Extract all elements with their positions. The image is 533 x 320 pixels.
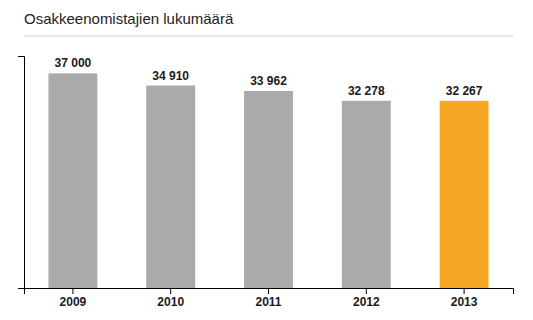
x-tick-label: 2011 (255, 295, 281, 309)
x-tick-mark (366, 288, 367, 294)
x-tick: 2010 (157, 288, 184, 309)
x-tick-mark (170, 288, 171, 294)
bar (342, 101, 391, 288)
x-tick: 2012 (353, 288, 380, 309)
title-rule (24, 36, 513, 37)
x-tick-mark (72, 288, 73, 294)
y-axis-line (18, 57, 25, 289)
bar (48, 73, 97, 288)
data-labels: 37 000 34 910 33 962 32 278 32 267 (55, 56, 483, 97)
data-label: 32 267 (446, 84, 483, 98)
bar (146, 86, 195, 288)
bars (48, 73, 488, 288)
data-label: 32 278 (348, 84, 385, 98)
data-label: 37 000 (55, 56, 92, 70)
x-tick: 2009 (60, 288, 87, 309)
x-tick-label: 2012 (353, 295, 380, 309)
x-tick-mark (464, 288, 465, 294)
x-axis: 2009 2010 2011 2012 2013 (25, 288, 514, 309)
x-tick-label: 2009 (60, 295, 87, 309)
x-tick-mark (268, 288, 269, 294)
x-axis-line (25, 289, 514, 295)
bar (244, 91, 293, 288)
x-tick: 2013 (451, 288, 478, 309)
chart: Osakkeenomistajien lukumäärä 37 000 34 910… (0, 0, 533, 320)
data-label: 33 962 (250, 74, 287, 88)
bar (440, 101, 489, 288)
plot: 37 00034 91033 96232 27832 2672009201020… (18, 56, 514, 308)
x-tick-label: 2013 (451, 295, 478, 309)
data-label: 34 910 (152, 69, 189, 83)
x-tick-label: 2010 (157, 295, 184, 309)
title: Osakkeenomistajien lukumäärä (24, 10, 234, 27)
y-axis (18, 57, 25, 289)
x-tick: 2011 (255, 288, 281, 309)
